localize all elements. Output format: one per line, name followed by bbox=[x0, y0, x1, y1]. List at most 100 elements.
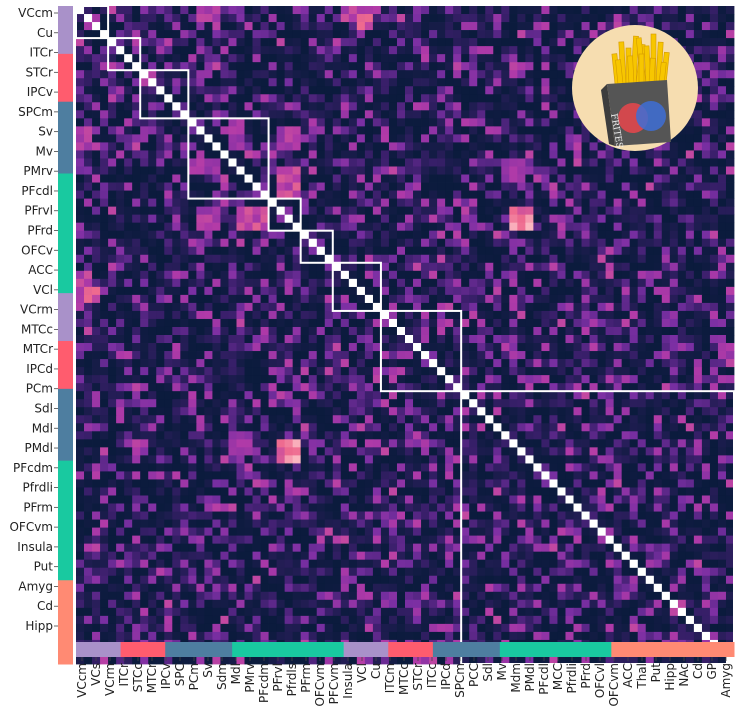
heatmap-cell bbox=[132, 359, 141, 368]
heatmap-cell bbox=[573, 134, 582, 143]
heatmap-cell bbox=[340, 423, 350, 432]
heatmap-cell bbox=[196, 38, 205, 47]
heatmap-cell bbox=[501, 22, 510, 31]
heatmap-cell bbox=[260, 6, 269, 15]
heatmap-cell bbox=[348, 54, 358, 63]
heatmap-cell bbox=[525, 110, 534, 119]
heatmap-cell bbox=[565, 246, 574, 256]
heatmap-cell bbox=[589, 174, 598, 183]
heatmap-cell bbox=[533, 150, 542, 159]
heatmap-cell bbox=[685, 471, 695, 480]
heatmap-cell bbox=[300, 126, 310, 135]
heatmap-cell bbox=[84, 62, 93, 71]
heatmap-cell bbox=[124, 302, 133, 312]
heatmap-cell bbox=[164, 399, 173, 408]
heatmap-cell bbox=[533, 367, 542, 376]
heatmap-cell bbox=[116, 198, 125, 208]
heatmap-cell bbox=[525, 318, 534, 328]
heatmap-cell bbox=[180, 86, 189, 95]
heatmap-cell bbox=[316, 407, 326, 416]
heatmap-cell bbox=[268, 134, 278, 143]
heatmap-cell bbox=[180, 463, 189, 472]
heatmap-cell bbox=[292, 150, 302, 159]
heatmap-cell bbox=[621, 471, 631, 480]
heatmap-cell bbox=[429, 38, 438, 47]
heatmap-cell bbox=[525, 431, 534, 440]
heatmap-cell bbox=[669, 351, 679, 360]
heatmap-cell bbox=[701, 6, 711, 15]
heatmap-cell bbox=[220, 38, 229, 47]
heatmap-cell bbox=[276, 495, 286, 504]
heatmap-cell bbox=[725, 471, 735, 480]
heatmap-cell bbox=[300, 110, 310, 119]
heatmap-cell bbox=[316, 423, 326, 432]
heatmap-cell bbox=[549, 431, 558, 440]
heatmap-cell bbox=[429, 6, 438, 15]
heatmap-cell bbox=[565, 174, 574, 183]
heatmap-cell bbox=[324, 455, 334, 464]
heatmap-cell bbox=[661, 351, 671, 360]
heatmap-cell bbox=[92, 326, 101, 336]
heatmap-cell bbox=[517, 270, 526, 280]
heatmap-cell bbox=[348, 318, 358, 328]
heatmap-cell bbox=[236, 126, 245, 135]
heatmap-cell bbox=[405, 447, 414, 456]
heatmap-cell bbox=[228, 94, 237, 103]
heatmap-cell bbox=[164, 455, 173, 464]
heatmap-cell bbox=[212, 94, 221, 103]
heatmap-cell bbox=[348, 126, 358, 135]
heatmap-cell bbox=[421, 94, 430, 103]
heatmap-cell bbox=[621, 423, 631, 432]
heatmap-cell bbox=[405, 222, 414, 232]
heatmap-cell bbox=[405, 367, 414, 376]
heatmap-cell bbox=[124, 102, 133, 111]
heatmap-cell bbox=[92, 359, 101, 368]
heatmap-cell bbox=[260, 102, 269, 111]
heatmap-cell bbox=[629, 230, 639, 240]
heatmap-cell bbox=[661, 214, 671, 224]
heatmap-cell bbox=[380, 479, 390, 488]
heatmap-cell bbox=[469, 383, 478, 392]
heatmap-cell bbox=[220, 439, 229, 448]
heatmap-cell bbox=[236, 270, 245, 280]
heatmap-cell bbox=[477, 278, 486, 288]
heatmap-cell bbox=[621, 182, 631, 191]
heatmap-cell bbox=[116, 62, 125, 71]
heatmap-cell bbox=[645, 238, 655, 248]
heatmap-cell bbox=[525, 359, 534, 368]
heatmap-cell bbox=[541, 70, 550, 79]
heatmap-cell bbox=[541, 262, 550, 272]
heatmap-cell bbox=[517, 302, 526, 312]
heatmap-cell bbox=[316, 487, 326, 496]
heatmap-cell bbox=[180, 318, 189, 328]
heatmap-cell bbox=[204, 407, 213, 416]
heatmap-cell bbox=[517, 214, 526, 224]
heatmap-cell bbox=[116, 335, 125, 344]
heatmap-cell bbox=[204, 38, 213, 47]
heatmap-cell bbox=[565, 270, 574, 280]
heatmap-cell bbox=[557, 214, 566, 224]
heatmap-cell bbox=[429, 142, 438, 151]
heatmap-cell bbox=[645, 343, 655, 352]
heatmap-cell bbox=[372, 391, 382, 400]
heatmap-cell bbox=[637, 14, 647, 23]
heatmap-cell bbox=[276, 198, 286, 208]
heatmap-cell bbox=[509, 206, 518, 216]
heatmap-cell bbox=[92, 14, 101, 23]
heatmap-cell bbox=[172, 399, 181, 408]
heatmap-cell bbox=[405, 270, 414, 280]
heatmap-cell bbox=[340, 495, 350, 504]
heatmap-cell bbox=[413, 190, 422, 199]
heatmap-cell bbox=[92, 262, 101, 272]
heatmap-cell bbox=[172, 383, 181, 392]
heatmap-cell bbox=[445, 198, 454, 208]
heatmap-cell bbox=[709, 238, 719, 248]
heatmap-cell bbox=[709, 94, 719, 103]
heatmap-cell bbox=[717, 431, 727, 440]
heatmap-cell bbox=[725, 286, 735, 296]
heatmap-cell bbox=[236, 407, 245, 416]
heatmap-cell bbox=[268, 318, 278, 328]
heatmap-cell bbox=[437, 278, 446, 288]
heatmap-cell bbox=[461, 190, 470, 199]
heatmap-cell bbox=[725, 415, 735, 424]
